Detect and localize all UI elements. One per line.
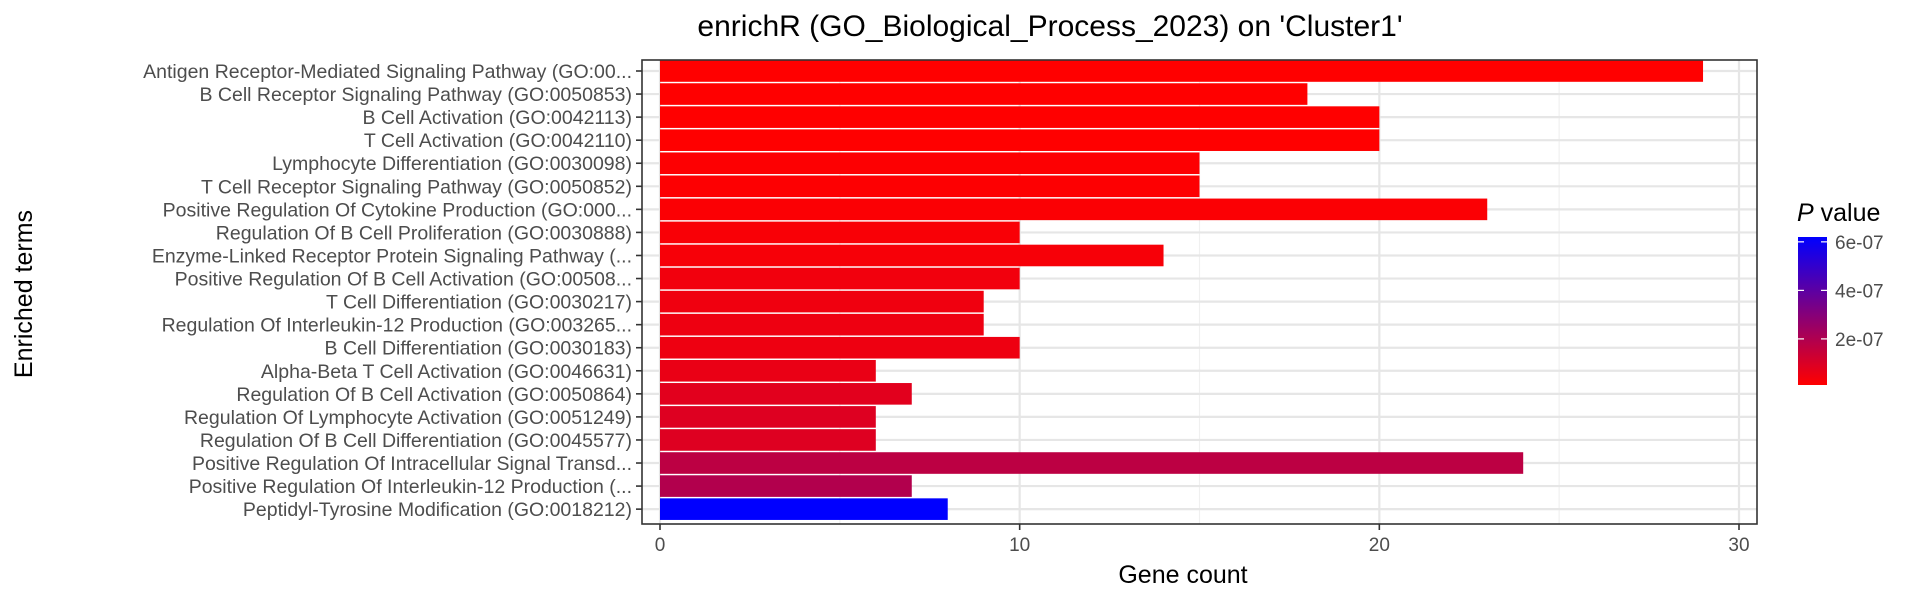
bar	[660, 129, 1380, 151]
bar	[660, 313, 984, 336]
term-label: Positive Regulation Of Cytokine Producti…	[163, 199, 632, 221]
legend-tick-label: 4e-07	[1835, 281, 1884, 302]
term-label: Positive Regulation Of Interleukin-12 Pr…	[189, 476, 632, 498]
term-label: T Cell Differentiation (GO:0030217)	[326, 292, 632, 314]
bar	[660, 359, 876, 382]
term-label: Positive Regulation Of B Cell Activation…	[175, 269, 632, 291]
term-label: Regulation Of B Cell Activation (GO:0050…	[236, 384, 632, 406]
legend-tick-label: 6e-07	[1835, 233, 1884, 254]
term-label: B Cell Differentiation (GO:0030183)	[325, 338, 632, 360]
legend-title: P value	[1797, 199, 1880, 227]
plot-border	[641, 59, 1758, 525]
bar	[660, 498, 948, 520]
legend-title-rest: value	[1814, 199, 1881, 227]
bar	[660, 175, 1200, 198]
bar	[660, 383, 912, 405]
bar	[660, 290, 984, 313]
bar	[660, 475, 912, 497]
bar	[660, 60, 1704, 82]
bar	[660, 221, 1020, 244]
x-tick-label: 30	[1728, 535, 1749, 556]
bar	[660, 406, 876, 428]
term-label: Alpha-Beta T Cell Activation (GO:0046631…	[261, 361, 632, 383]
term-label: T Cell Activation (GO:0042110)	[364, 130, 632, 152]
x-axis-title: Gene count	[1118, 561, 1247, 589]
term-label: B Cell Activation (GO:0042113)	[362, 107, 632, 129]
term-labels: Antigen Receptor-Mediated Signaling Path…	[143, 61, 642, 521]
legend-title-italic: P	[1797, 199, 1814, 227]
term-label: Enzyme-Linked Receptor Protein Signaling…	[152, 245, 632, 267]
term-label: T Cell Receptor Signaling Pathway (GO:00…	[201, 176, 632, 198]
x-tick-label: 0	[655, 535, 666, 556]
x-tick-label: 10	[1009, 535, 1030, 556]
x-tick-label: 20	[1369, 535, 1390, 556]
bar	[660, 152, 1200, 175]
bar	[660, 83, 1308, 105]
term-label: Antigen Receptor-Mediated Signaling Path…	[143, 61, 632, 83]
bar	[660, 244, 1164, 267]
bar	[660, 106, 1380, 128]
x-axis-ticks: 0 10 20 30	[655, 524, 1750, 556]
bar	[660, 198, 1488, 221]
term-label: Peptidyl-Tyrosine Modification (GO:00182…	[243, 499, 632, 521]
term-label: Regulation Of B Cell Differentiation (GO…	[200, 430, 632, 452]
y-axis-title: Enriched terms	[10, 210, 38, 378]
chart-title: enrichR (GO_Biological_Process_2023) on …	[697, 10, 1402, 43]
term-label: Regulation Of B Cell Proliferation (GO:0…	[216, 222, 632, 244]
term-label: Regulation Of Interleukin-12 Production …	[162, 315, 632, 337]
bar	[660, 452, 1524, 474]
term-label: B Cell Receptor Signaling Pathway (GO:00…	[200, 84, 633, 106]
bar	[660, 429, 876, 451]
legend-colorbar	[1798, 237, 1827, 385]
bar	[660, 267, 1020, 290]
term-label: Lymphocyte Differentiation (GO:0030098)	[272, 153, 632, 175]
p-value-legend: P value 2e-07 4e-07 6e-07	[1797, 199, 1884, 385]
bar	[660, 336, 1020, 359]
term-label: Positive Regulation Of Intracellular Sig…	[192, 453, 632, 475]
legend-tick-label: 2e-07	[1835, 330, 1884, 351]
legend-ticks: 2e-07 4e-07 6e-07	[1798, 233, 1884, 351]
term-label: Regulation Of Lymphocyte Activation (GO:…	[184, 407, 632, 429]
bars-layer	[660, 60, 1704, 520]
